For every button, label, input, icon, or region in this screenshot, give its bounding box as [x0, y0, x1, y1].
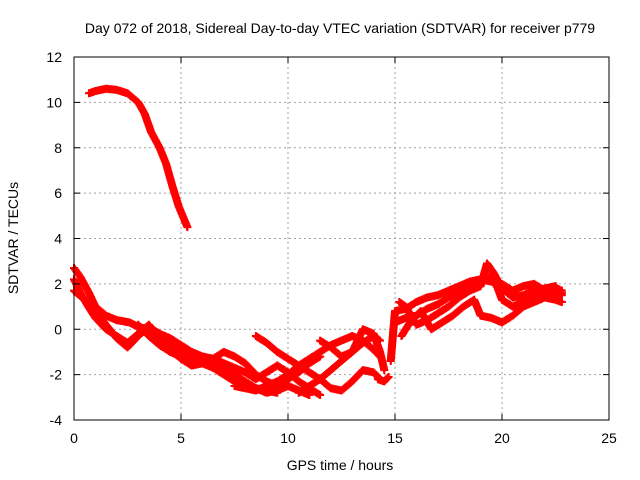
point-marker-fill [379, 364, 388, 373]
grid-lines [74, 57, 609, 420]
x-tick-label: 0 [70, 430, 78, 446]
data-points [70, 84, 566, 400]
chart-title: Day 072 of 2018, Sidereal Day-to-day VTE… [85, 20, 595, 36]
y-tick-label: 10 [46, 94, 62, 110]
y-tick-label: 2 [54, 276, 62, 292]
x-tick-label: 20 [494, 430, 510, 446]
point-marker-fill [557, 289, 566, 298]
point-marker-fill [556, 297, 565, 306]
y-tick-label: 4 [54, 231, 62, 247]
series-track-4 [70, 286, 314, 400]
y-tick-label: 6 [54, 185, 62, 201]
series-track-14 [397, 293, 566, 341]
x-tick-label: 10 [280, 430, 296, 446]
x-tick-label: 15 [387, 430, 403, 446]
axis-ticks: 0 5 10 15 20 25 -4 -2 0 2 4 6 8 10 12 [46, 49, 617, 446]
series-track-13 [395, 259, 566, 329]
series-track-5 [134, 320, 282, 397]
y-tick-label: 8 [54, 140, 62, 156]
x-tick-label: 5 [177, 430, 185, 446]
point-marker-fill [382, 375, 391, 384]
point-marker-fill [314, 390, 323, 399]
y-tick-label: 0 [54, 321, 62, 337]
point-marker-fill [304, 390, 313, 399]
y-axis-label: SDTVAR / TECUs [5, 182, 21, 294]
x-axis-label: GPS time / hours [287, 457, 394, 473]
series-track-10 [373, 372, 393, 386]
series-track-9 [316, 325, 389, 375]
y-tick-label: 12 [46, 49, 62, 65]
point-marker-fill [182, 221, 191, 230]
y-tick-label: -4 [50, 412, 63, 428]
series-track-1 [84, 84, 192, 232]
y-tick-label: -2 [50, 367, 63, 383]
series-track-6 [230, 332, 385, 395]
x-tick-label: 25 [601, 430, 617, 446]
point-marker-fill [271, 388, 280, 397]
point-marker-fill [383, 374, 392, 383]
